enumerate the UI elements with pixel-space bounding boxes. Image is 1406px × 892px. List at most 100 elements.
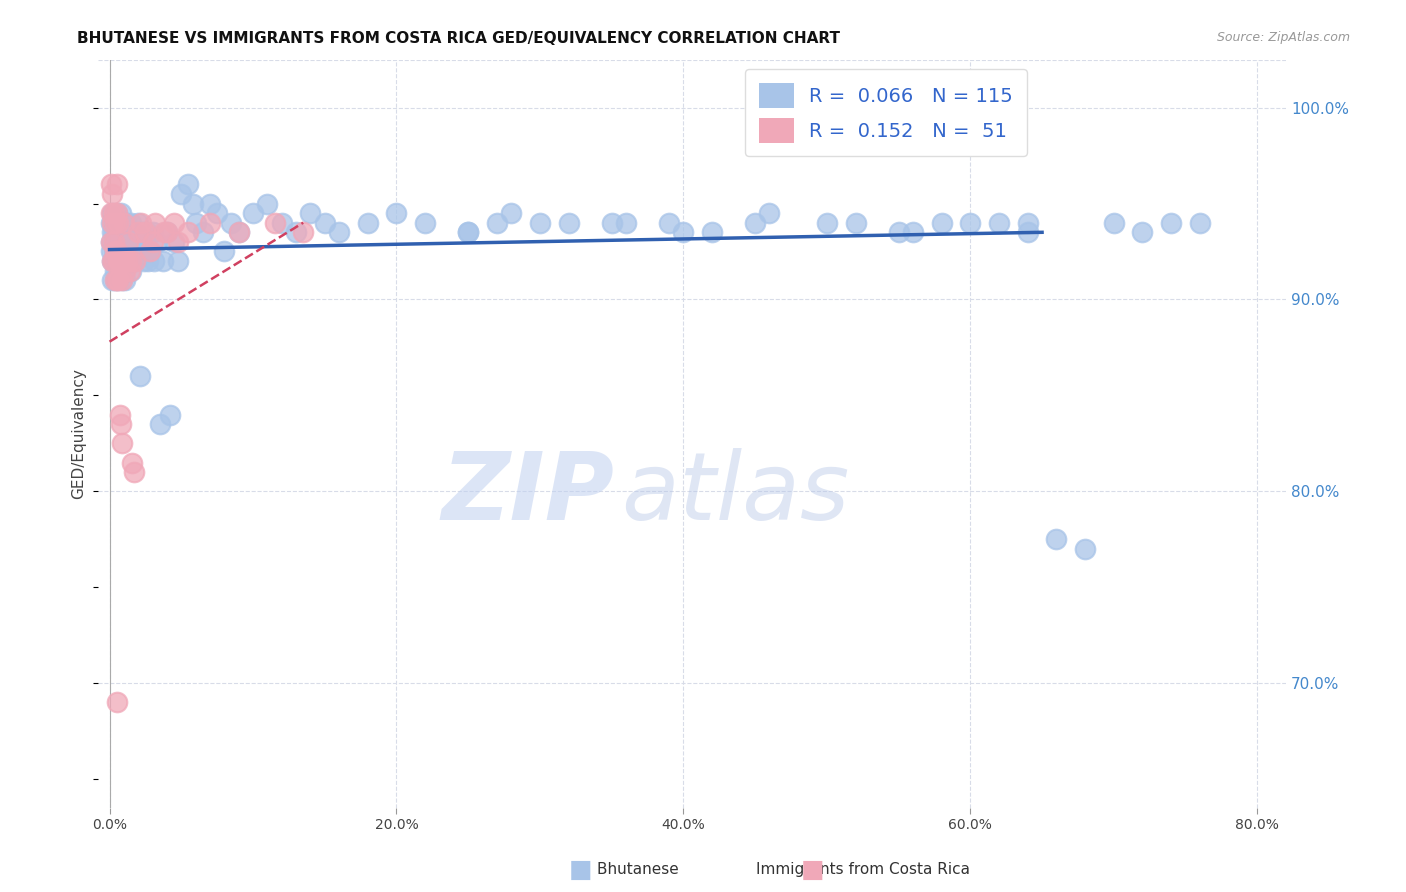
Point (600, 216, 623, 230)
Point (100, 206, 122, 220)
Point (101, 254, 124, 268)
Point (242, 206, 264, 220)
Y-axis label: GED/Equivalency: GED/Equivalency (72, 368, 86, 500)
Point (198, 196, 221, 211)
Point (105, 254, 128, 268)
Point (198, 216, 221, 230)
Point (103, 206, 125, 220)
Text: Immigrants from Costa Rica: Immigrants from Costa Rica (717, 863, 970, 877)
Point (100, 178, 122, 192)
Point (1017, 225, 1039, 239)
Point (110, 417, 132, 432)
Point (146, 235, 169, 249)
Point (901, 225, 924, 239)
Point (105, 178, 128, 192)
Point (108, 254, 131, 268)
Point (108, 216, 131, 230)
Point (110, 225, 132, 239)
Point (107, 244, 129, 259)
Point (131, 225, 153, 239)
Point (112, 216, 135, 230)
Point (111, 273, 134, 287)
Point (118, 244, 141, 259)
Point (134, 235, 156, 249)
Point (299, 206, 322, 220)
Point (110, 244, 132, 259)
Point (142, 225, 165, 239)
Point (117, 254, 139, 268)
Point (122, 254, 145, 268)
Point (170, 186, 193, 201)
Point (672, 225, 695, 239)
Point (112, 225, 135, 239)
Point (103, 225, 125, 239)
Point (100, 216, 122, 230)
Point (122, 465, 145, 479)
Point (228, 225, 250, 239)
Point (413, 216, 436, 230)
Point (385, 206, 408, 220)
Point (143, 254, 166, 268)
Point (887, 225, 910, 239)
Point (149, 417, 172, 432)
Point (124, 235, 146, 249)
Point (114, 244, 136, 259)
Point (124, 254, 146, 268)
Point (658, 216, 681, 230)
Point (270, 216, 292, 230)
Point (167, 254, 190, 268)
Point (136, 254, 159, 268)
Text: ZIP: ZIP (441, 448, 614, 540)
Point (101, 216, 124, 230)
Point (121, 244, 143, 259)
Point (103, 244, 125, 259)
Point (1160, 216, 1182, 230)
Point (744, 216, 766, 230)
Text: atlas: atlas (620, 448, 849, 539)
Point (163, 235, 186, 249)
Point (156, 225, 179, 239)
Point (285, 225, 308, 239)
Point (120, 216, 142, 230)
Point (114, 273, 136, 287)
Point (145, 216, 167, 230)
Point (127, 225, 149, 239)
Point (758, 206, 780, 220)
Text: Bhutanese: Bhutanese (558, 863, 679, 877)
Point (111, 273, 134, 287)
Point (105, 695, 128, 709)
Point (1188, 216, 1211, 230)
Point (163, 216, 186, 230)
Point (314, 216, 336, 230)
Point (228, 225, 250, 239)
Point (292, 225, 315, 239)
Point (112, 216, 135, 230)
Point (103, 254, 125, 268)
Point (700, 225, 723, 239)
Point (614, 216, 637, 230)
Point (120, 263, 142, 277)
Point (159, 408, 181, 422)
Point (108, 408, 131, 422)
Point (117, 225, 139, 239)
Point (111, 235, 134, 249)
Point (1017, 216, 1039, 230)
Point (177, 178, 200, 192)
Point (107, 273, 129, 287)
Point (121, 456, 143, 470)
Point (457, 225, 479, 239)
Point (135, 225, 157, 239)
Point (118, 263, 141, 277)
Point (129, 216, 152, 230)
Point (1045, 533, 1067, 547)
Point (104, 273, 127, 287)
Point (557, 216, 579, 230)
Point (103, 235, 125, 249)
Point (121, 225, 143, 239)
Point (104, 225, 127, 239)
Point (100, 235, 122, 249)
Point (138, 244, 160, 259)
Legend: R =  0.066   N = 115, R =  0.152   N =  51: R = 0.066 N = 115, R = 0.152 N = 51 (745, 70, 1026, 156)
Point (167, 235, 190, 249)
Point (177, 225, 200, 239)
